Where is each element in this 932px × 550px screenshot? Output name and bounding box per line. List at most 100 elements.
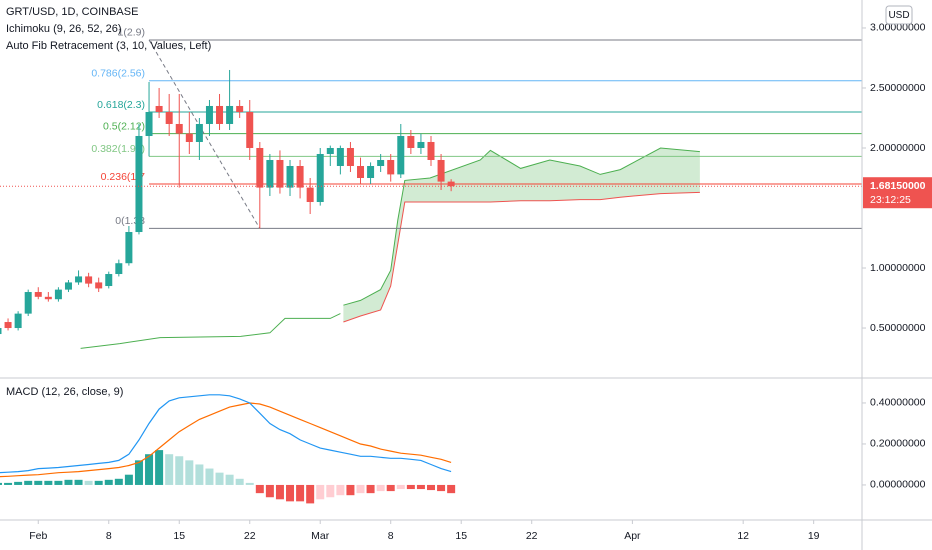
histogram-bar [94,480,103,485]
candle-body [95,282,103,289]
fib-trend-line [148,39,261,229]
fib-label: 0.236(1.7 [101,171,146,183]
last-price-label: 1.68150000 [870,180,926,192]
candle-body [115,263,123,275]
candle-body [226,105,234,124]
candle-body [24,292,32,314]
candle-body [427,141,435,160]
histogram-bar [0,482,2,485]
candle-body [367,165,375,178]
candle-body [246,111,254,148]
currency-button[interactable] [885,5,913,25]
histogram-bar [165,454,174,485]
y-tick-label: 2.50000000 [870,82,926,94]
ichimoku-cloud [343,147,700,323]
fib-label: 0.618(2.3) [97,99,145,111]
histogram-bar [64,479,73,485]
histogram-bar [316,484,325,500]
candle-body [266,159,274,188]
x-tick-label: 15 [173,530,185,542]
candle-body [205,105,213,124]
y-tick-label: 1.00000000 [870,262,926,274]
candle-body [0,328,2,335]
histogram-bar [145,454,154,485]
x-tick-label: Feb [29,530,47,542]
y-tick-label: 0.50000000 [870,322,926,334]
candle-body [44,296,52,300]
candle-body [407,135,415,148]
candle-body [447,181,455,187]
histogram-bar [155,450,164,485]
candle-body [437,159,445,182]
y-tick-label: 0.40000000 [870,397,926,409]
fib-title: Auto Fib Retracement (3, 10, Values, Lef… [6,40,211,52]
candle-body [135,135,143,233]
candle-body [336,147,344,166]
candle-body [165,111,173,124]
ichimoku-span-b [343,191,700,323]
histogram-bar [44,480,53,485]
histogram-bar [437,484,446,492]
histogram-bar [265,484,274,498]
histogram-bar [416,484,425,490]
histogram-bar [104,479,113,485]
histogram-bar [215,472,224,485]
histogram-bar [427,484,435,491]
currency-label[interactable]: USD [888,10,909,21]
histogram-bar [245,482,254,485]
candle-body [216,105,224,124]
histogram-bar [346,484,355,496]
y-tick-label: 0.00000000 [870,479,926,491]
candle-body [185,133,193,142]
histogram-bar [376,484,385,492]
candle-body [286,165,294,188]
candle-body [377,159,385,166]
x-tick-label: Mar [311,530,330,542]
ichimoku-span-a [343,147,700,306]
fib-label: 0.786(2.56) [91,68,145,80]
price-pane: 1(2.9) 0.786(2.56) 0.618(2.3) 0.5(2.12) 0.38… [0,27,862,349]
histogram-bar [326,484,335,498]
candle-body [75,276,83,283]
histogram-bar [205,468,214,485]
symbol-title: GRT/USD, 1D, COINBASE [6,6,138,18]
x-tick-label: 8 [106,530,112,542]
histogram-bar [296,484,305,502]
candle-body [326,147,334,154]
histogram-bar [336,484,345,496]
fib-label: 1(2.9) [118,27,145,39]
candle-body [306,187,314,203]
candle-body [64,282,72,290]
x-tick-label: 8 [388,530,394,542]
histogram-bar [386,484,395,492]
histogram-bar [114,478,123,485]
candle-body [175,123,183,134]
last-price-tag [863,177,932,209]
histogram-bar [134,460,143,485]
candle-body [105,274,113,287]
histogram-bar [275,484,284,500]
histogram-bar [447,484,456,494]
x-tick-label: 15 [455,530,467,542]
candle-body [34,292,42,297]
fib-label: 0.382(1.93) [91,143,145,155]
candle-body [125,232,133,264]
y-tick-label: 3.00000000 [870,22,926,34]
histogram-bar [4,482,13,485]
histogram-bar [225,474,234,485]
histogram-bar [356,484,365,494]
candle-body [296,165,304,188]
candle-body [195,123,203,142]
candle-body [145,111,153,136]
histogram-bar [286,484,295,502]
candle-body [276,159,284,188]
histogram-bar [185,460,194,485]
histogram-bar [14,481,23,485]
histogram-bar [406,484,415,490]
candle-body [85,276,93,284]
fib-label: 0.5(2.12) [103,120,145,132]
x-tick-label: Apr [624,530,641,542]
y-tick-label: 0.20000000 [870,438,926,450]
candle-body [397,135,405,175]
